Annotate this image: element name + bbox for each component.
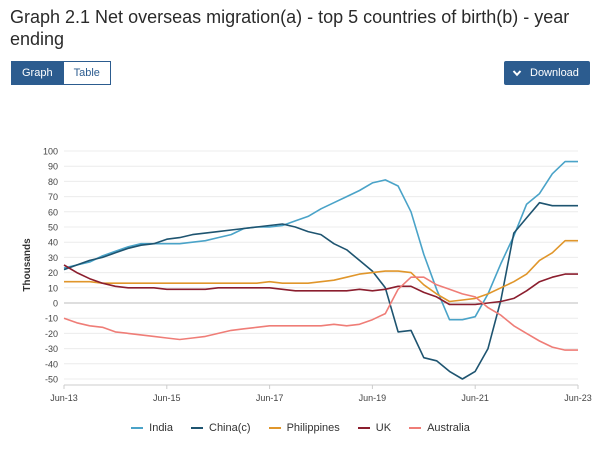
y-tick-label: 20 [48,268,58,278]
y-tick-label: 100 [43,147,58,157]
legend-item[interactable]: India [131,422,173,434]
graph-tab-button[interactable]: Graph [12,62,63,84]
legend-label: China(c) [209,422,251,434]
x-tick-label: Jun-15 [153,393,181,403]
y-tick-label: 60 [48,207,58,217]
y-tick-label: 30 [48,253,58,263]
series-line-australia [63,276,578,351]
y-tick-label: 80 [48,177,58,187]
y-tick-label: -50 [45,375,58,385]
y-tick-label: 10 [48,283,58,293]
series-line-china-c [63,201,578,380]
x-tick-label: Jun-17 [256,393,284,403]
download-button[interactable]: Download [504,61,590,85]
legend-label: Australia [427,422,470,434]
y-tick-label: -20 [45,329,58,339]
y-tick-label: -10 [45,314,58,324]
legend-swatch [409,427,422,429]
page-title: Graph 2.1 Net overseas migration(a) - to… [10,7,570,49]
x-tick-label: Jun-21 [461,393,489,403]
legend-label: India [149,422,173,434]
y-tick-label: 0 [53,299,58,309]
table-tab-button[interactable]: Table [62,62,110,84]
y-tick-label: -30 [45,344,58,354]
legend-item[interactable]: UK [357,422,392,434]
legend-swatch [357,427,370,429]
x-tick-label: Jun-23 [564,393,592,403]
x-tick-label: Jun-13 [50,393,78,403]
view-toggle: Graph Table [11,61,111,85]
legend-item[interactable]: Philippines [268,422,340,434]
y-tick-label: 40 [48,238,58,248]
y-tick-label: 50 [48,223,58,233]
legend-label: UK [375,422,392,434]
legend-item[interactable]: China(c) [191,422,251,434]
legend-item[interactable]: Australia [409,422,470,434]
legend-swatch [191,427,203,429]
chevron-down-icon [512,68,522,78]
y-axis-label: Thousands [22,238,33,292]
legend-swatch [268,427,281,429]
legend-swatch [131,427,144,429]
download-label: Download [530,67,579,79]
series-line-philippines [64,239,578,303]
y-tick-label: 90 [48,162,58,172]
series-line-uk [63,264,578,306]
legend-label: Philippines [286,422,340,434]
x-tick-label: Jun-19 [359,393,387,403]
y-tick-label: 70 [48,192,58,202]
y-tick-label: -40 [45,359,58,369]
chart-legend: India China(c) Philippines UK Australia [0,422,601,434]
